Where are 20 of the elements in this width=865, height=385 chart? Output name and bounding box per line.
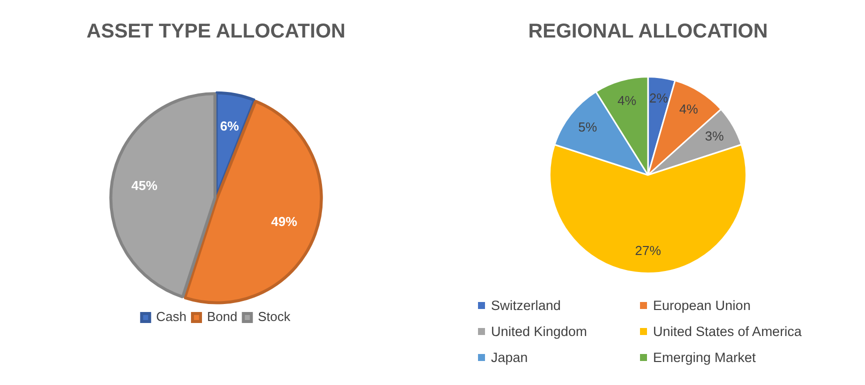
legend-label: United States of America: [652, 324, 803, 339]
data-label: 5%: [578, 119, 598, 134]
chart-title: ASSET TYPE ALLOCATION: [86, 20, 346, 43]
data-label: 3%: [704, 128, 724, 144]
data-label: 27%: [634, 243, 662, 258]
data-label: 49%: [271, 214, 298, 230]
chart-title: REGIONAL ALLOCATION: [528, 20, 768, 43]
legend-label: Japan: [490, 350, 529, 365]
data-label: 45%: [131, 178, 158, 194]
legend-label: Bond: [206, 309, 238, 324]
legend-label: United Kingdom: [490, 324, 588, 339]
data-label: 2%: [649, 90, 668, 106]
legend-label: Cash: [156, 309, 186, 324]
legend-label: European Union: [652, 298, 752, 313]
legend-label: Switzerland: [490, 298, 562, 313]
data-label: 4%: [617, 92, 637, 108]
data-label: 6%: [220, 118, 240, 134]
data-label: 4%: [679, 102, 698, 117]
legend-label: Emerging Market: [652, 350, 757, 365]
legend-label: Stock: [258, 309, 291, 324]
